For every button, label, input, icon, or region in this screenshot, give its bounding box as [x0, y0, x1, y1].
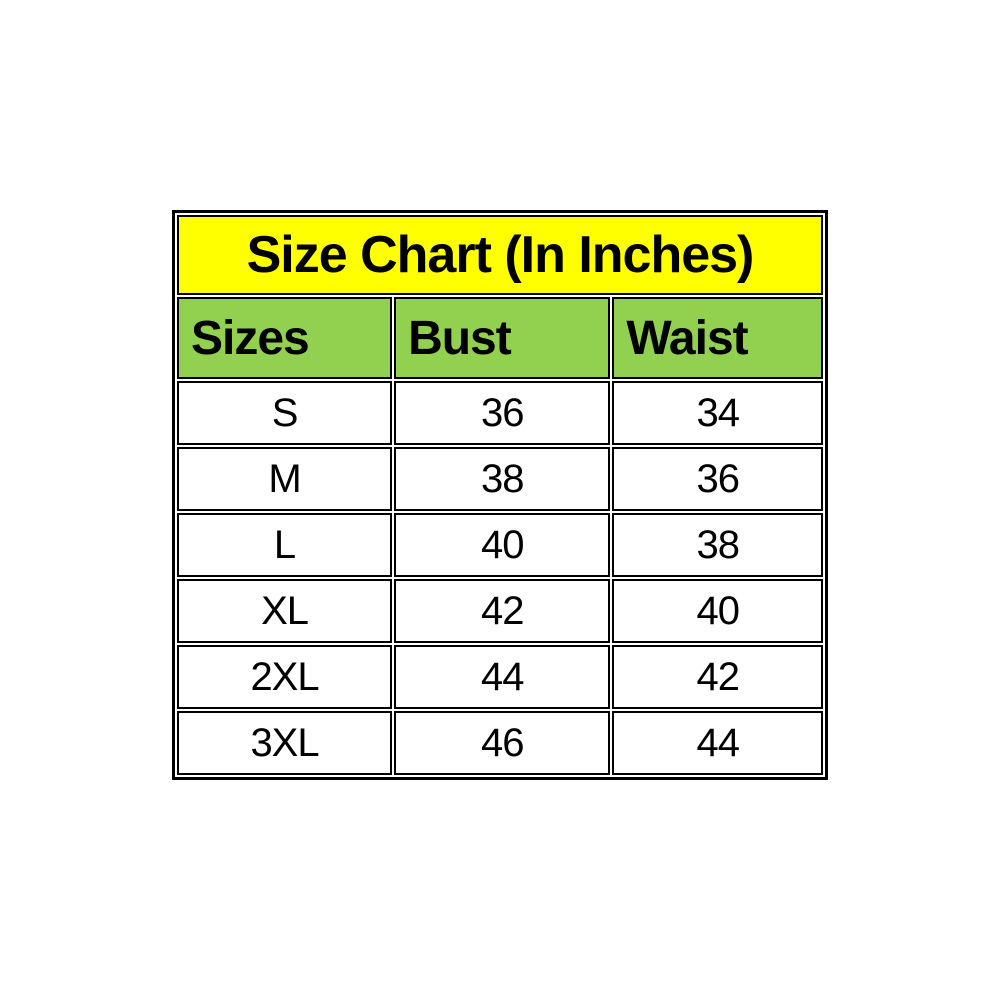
- cell-size-3xl: 3XL: [177, 711, 393, 775]
- cell-size-l: L: [177, 513, 393, 577]
- size-chart: Size Chart (In Inches) Sizes Bust Waist …: [172, 210, 828, 780]
- cell-bust-l: 40: [394, 513, 611, 577]
- cell-waist-s: 34: [612, 381, 823, 445]
- table-row-l: L 40 38: [177, 513, 823, 577]
- cell-waist-m: 36: [612, 447, 823, 511]
- table-row-2xl: 2XL 44 42: [177, 645, 823, 709]
- cell-waist-xl: 40: [612, 579, 823, 643]
- size-chart-table: Size Chart (In Inches) Sizes Bust Waist …: [172, 210, 828, 780]
- column-header-waist: Waist: [612, 297, 823, 379]
- column-header-bust: Bust: [394, 297, 611, 379]
- cell-waist-2xl: 42: [612, 645, 823, 709]
- table-row-m: M 38 36: [177, 447, 823, 511]
- cell-waist-3xl: 44: [612, 711, 823, 775]
- cell-size-2xl: 2XL: [177, 645, 393, 709]
- header-row: Sizes Bust Waist: [177, 297, 823, 379]
- cell-bust-xl: 42: [394, 579, 611, 643]
- cell-size-m: M: [177, 447, 393, 511]
- cell-size-s: S: [177, 381, 393, 445]
- column-header-sizes: Sizes: [177, 297, 393, 379]
- table-row-s: S 36 34: [177, 381, 823, 445]
- cell-bust-m: 38: [394, 447, 611, 511]
- table-title: Size Chart (In Inches): [177, 215, 823, 295]
- title-row: Size Chart (In Inches): [177, 215, 823, 295]
- cell-bust-s: 36: [394, 381, 611, 445]
- cell-size-xl: XL: [177, 579, 393, 643]
- cell-waist-l: 38: [612, 513, 823, 577]
- cell-bust-3xl: 46: [394, 711, 611, 775]
- cell-bust-2xl: 44: [394, 645, 611, 709]
- table-row-xl: XL 42 40: [177, 579, 823, 643]
- table-row-3xl: 3XL 46 44: [177, 711, 823, 775]
